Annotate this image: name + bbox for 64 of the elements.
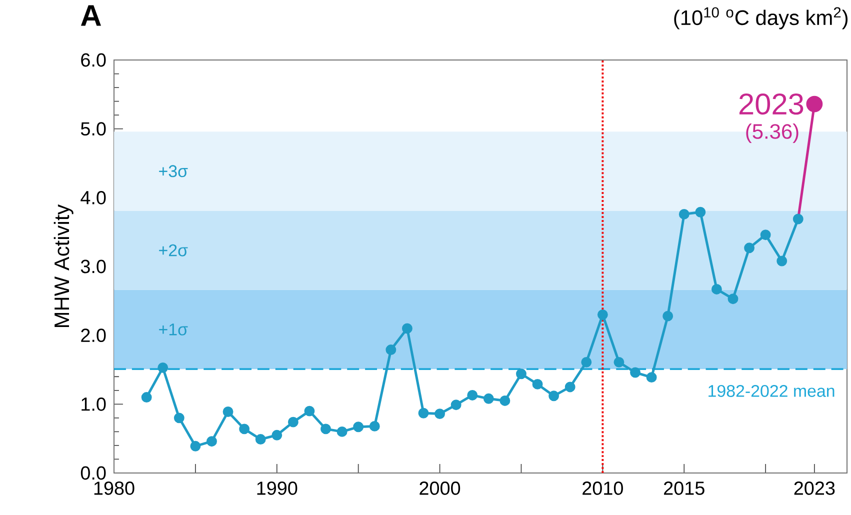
point <box>304 406 315 416</box>
point <box>483 393 494 404</box>
band-label: +2σ <box>159 244 188 256</box>
point <box>678 208 690 220</box>
point <box>174 412 184 424</box>
x-tick-label: 2010 <box>582 482 623 495</box>
x-tick-label: 2000 <box>420 482 460 495</box>
point <box>386 344 396 356</box>
point <box>141 392 152 403</box>
point <box>255 434 266 445</box>
point <box>353 422 364 432</box>
point <box>614 356 624 368</box>
point <box>776 256 788 266</box>
point <box>760 230 771 240</box>
y-tick-label: 3.0 <box>80 260 106 274</box>
point <box>792 214 804 224</box>
point <box>206 436 217 447</box>
point <box>418 408 429 418</box>
point <box>336 426 348 437</box>
point <box>320 424 331 434</box>
y-tick-label: 1.0 <box>82 397 106 411</box>
point <box>728 294 738 304</box>
band-label: +1σ <box>159 324 188 336</box>
point <box>597 309 608 320</box>
y-tick-label: 2.0 <box>81 328 106 342</box>
point <box>239 424 250 434</box>
x-tick-label: 2015 <box>664 482 704 495</box>
y-tick-label: 5.0 <box>80 122 106 136</box>
x-tick-label: 1990 <box>257 482 298 495</box>
point <box>450 400 462 410</box>
point <box>630 367 640 378</box>
y-tick-label: 4.0 <box>80 190 106 204</box>
point <box>402 323 412 334</box>
point <box>158 362 168 373</box>
point <box>434 408 446 420</box>
point <box>532 378 543 390</box>
point <box>744 242 755 254</box>
point <box>288 416 298 428</box>
point <box>222 406 234 417</box>
y-tick-label: 6.0 <box>81 53 106 67</box>
point <box>564 382 576 392</box>
x-tick-label: 2023 <box>794 482 835 495</box>
point <box>500 395 510 406</box>
point <box>695 206 706 218</box>
text: (10$^{10 o}$C days km$^{2}$) <box>674 7 848 30</box>
point <box>190 440 201 452</box>
point <box>516 368 526 380</box>
point <box>467 390 478 400</box>
point <box>369 420 380 432</box>
annotation: 2023 <box>739 93 804 115</box>
band-label: +3σ <box>159 165 188 178</box>
point <box>548 390 560 402</box>
point <box>646 372 657 383</box>
chart-title: A <box>80 5 101 26</box>
y-axis-title: MHW Activity <box>54 204 74 327</box>
point <box>581 356 592 368</box>
annotation: (5.36) <box>746 124 798 144</box>
ref-line-label: 1982-2022 mean <box>708 384 834 397</box>
point <box>711 284 722 294</box>
y-tick-label: 0.0 <box>80 466 106 480</box>
point <box>272 430 282 440</box>
x-tick-label: 1980 <box>94 482 134 495</box>
point <box>806 96 823 112</box>
point <box>662 310 674 322</box>
